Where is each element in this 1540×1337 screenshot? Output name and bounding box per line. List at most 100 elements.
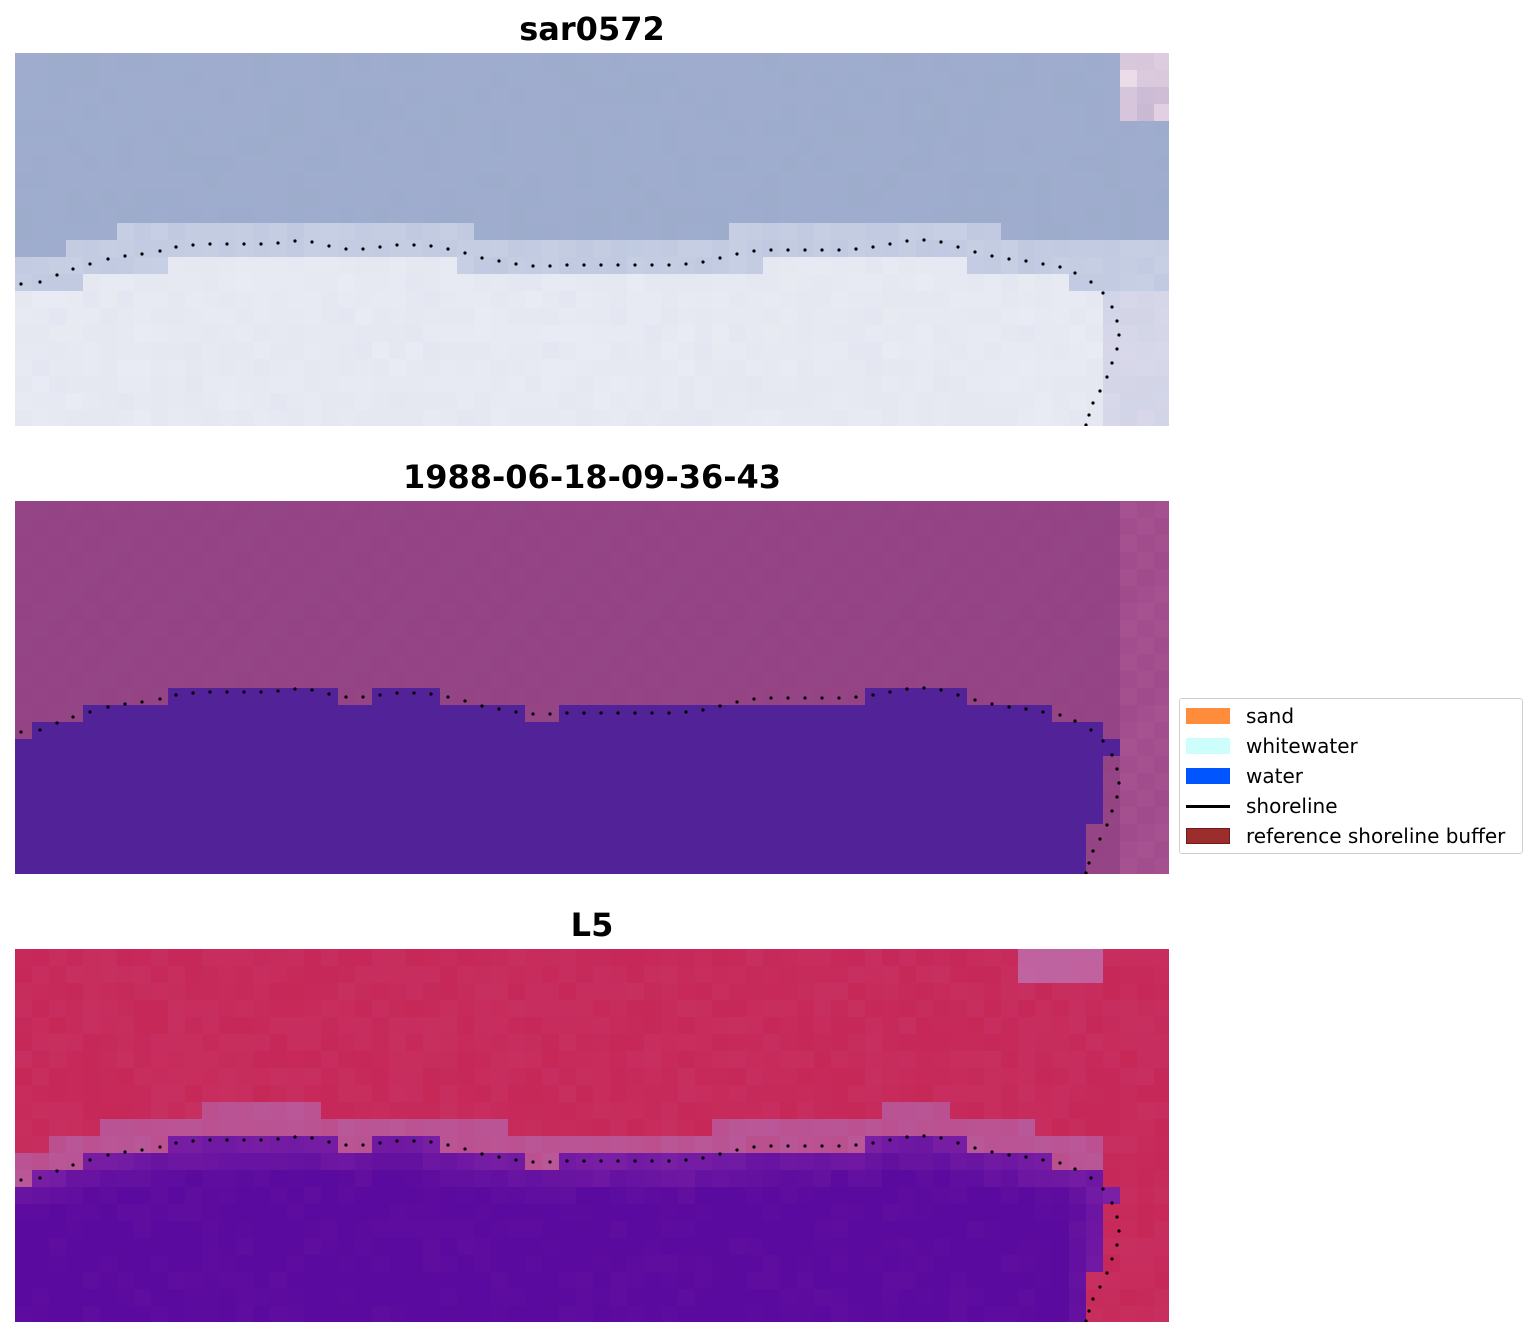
shoreline-point xyxy=(55,273,59,277)
shoreline-point xyxy=(259,242,263,246)
shoreline-point xyxy=(158,1145,162,1149)
shoreline-point xyxy=(123,1150,127,1154)
shoreline-point xyxy=(361,247,365,251)
shoreline-point xyxy=(888,690,892,694)
shoreline-point xyxy=(820,696,824,700)
shoreline-point xyxy=(1089,1176,1093,1180)
shoreline-point xyxy=(735,252,739,256)
shoreline-point xyxy=(293,1135,297,1139)
shoreline-point xyxy=(225,242,229,246)
shoreline-point xyxy=(1024,259,1028,263)
shoreline-point xyxy=(412,691,416,695)
shoreline-point xyxy=(599,1159,603,1163)
sand-swatch xyxy=(1186,708,1230,724)
shoreline-point xyxy=(548,1160,552,1164)
shoreline-point xyxy=(922,686,926,690)
shoreline-point xyxy=(956,245,960,249)
shoreline-point xyxy=(344,247,348,251)
shoreline-point xyxy=(1084,1319,1088,1322)
shoreline-point xyxy=(412,243,416,247)
shoreline-point xyxy=(1087,1309,1091,1313)
shoreline-point xyxy=(1105,1271,1109,1275)
legend-item-reference-buffer: reference shoreline buffer xyxy=(1186,823,1505,849)
shoreline-point xyxy=(88,1158,92,1162)
shoreline-point xyxy=(769,248,773,252)
shoreline-point xyxy=(1058,713,1062,717)
shoreline-point xyxy=(939,240,943,244)
shoreline-point xyxy=(718,704,722,708)
shoreline-point xyxy=(1089,280,1093,284)
shoreline-point xyxy=(599,711,603,715)
shoreline-point xyxy=(497,1155,501,1159)
shoreline-point xyxy=(71,715,75,719)
shoreline-point xyxy=(1058,265,1062,269)
shoreline-point xyxy=(990,702,994,706)
shoreline-point xyxy=(1091,401,1095,405)
shoreline-point xyxy=(208,690,212,694)
shoreline-point xyxy=(310,688,314,692)
shoreline-point xyxy=(327,244,331,248)
shoreline-point xyxy=(1101,739,1105,743)
shoreline-point xyxy=(701,1156,705,1160)
shoreline-point xyxy=(1115,1243,1119,1247)
shoreline-point xyxy=(888,242,892,246)
shoreline-point xyxy=(361,1143,365,1147)
shoreline-point xyxy=(1115,767,1119,771)
shoreline-point xyxy=(956,1141,960,1145)
shoreline-point xyxy=(1115,1215,1119,1219)
legend-item-shoreline: shoreline xyxy=(1186,793,1338,819)
shoreline-point xyxy=(616,263,620,267)
shoreline-point xyxy=(514,1158,518,1162)
shoreline-point xyxy=(378,1141,382,1145)
shoreline-point xyxy=(1084,423,1088,426)
shoreline-point xyxy=(1073,271,1077,275)
shoreline-point xyxy=(344,1143,348,1147)
shoreline-point xyxy=(548,264,552,268)
shoreline-point xyxy=(174,1141,178,1145)
shoreline-point xyxy=(701,260,705,264)
shoreline-point xyxy=(158,249,162,253)
shoreline-point xyxy=(293,687,297,691)
shoreline-point xyxy=(990,254,994,258)
shoreline-point xyxy=(1041,1158,1045,1162)
shoreline-point xyxy=(71,1163,75,1167)
shoreline-point xyxy=(225,1138,229,1142)
shoreline-point xyxy=(735,1148,739,1152)
panel-title-3: L5 xyxy=(570,906,614,944)
shoreline-point xyxy=(1007,705,1011,709)
shoreline-point xyxy=(1073,719,1077,723)
shoreline-point xyxy=(565,711,569,715)
shoreline-point xyxy=(259,1138,263,1142)
shoreline-point xyxy=(548,712,552,716)
shoreline-point xyxy=(939,1136,943,1140)
shoreline-point xyxy=(1117,781,1121,785)
shoreline-point xyxy=(1110,1257,1114,1261)
shoreline-point xyxy=(1073,1167,1077,1171)
shoreline-point xyxy=(786,248,790,252)
shoreline-point xyxy=(735,700,739,704)
shoreline-point xyxy=(803,1144,807,1148)
shoreline-point xyxy=(429,244,433,248)
shoreline-point xyxy=(888,1138,892,1142)
shoreline-point xyxy=(1024,1155,1028,1159)
shoreline-point xyxy=(140,700,144,704)
shoreline-point xyxy=(1089,728,1093,732)
shoreline-point xyxy=(446,1143,450,1147)
shoreline-point xyxy=(429,1140,433,1144)
class-pixels xyxy=(15,501,1169,874)
shoreline-point xyxy=(174,693,178,697)
shoreline-point xyxy=(140,1148,144,1152)
shoreline-point xyxy=(242,690,246,694)
shoreline-point xyxy=(38,280,42,284)
shoreline-point xyxy=(837,696,841,700)
shoreline-point xyxy=(19,1178,23,1182)
shoreline-point xyxy=(242,242,246,246)
shoreline-point xyxy=(650,711,654,715)
shoreline-point xyxy=(769,696,773,700)
shoreline-point xyxy=(752,1145,756,1149)
shoreline-point xyxy=(973,1146,977,1150)
shoreline-point xyxy=(837,248,841,252)
shoreline-point xyxy=(854,1143,858,1147)
shoreline-point xyxy=(633,1159,637,1163)
shoreline-point xyxy=(123,702,127,706)
